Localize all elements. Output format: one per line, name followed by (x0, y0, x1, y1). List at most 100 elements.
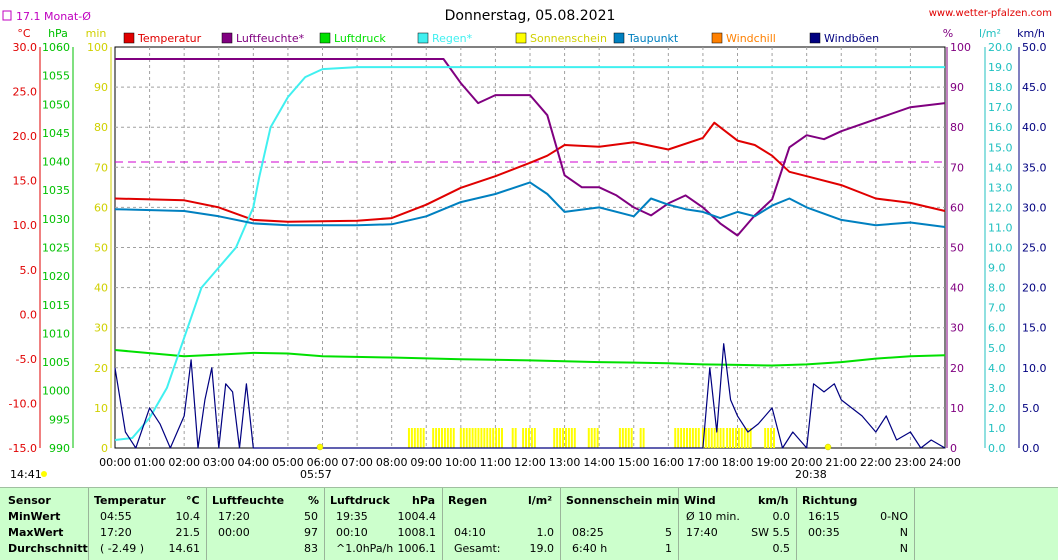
header-pressure: Luftdruck (330, 494, 390, 507)
x-tick-label: 19:00 (756, 456, 788, 469)
pressure-tick-label: 1045 (42, 127, 70, 140)
x-tick-label: 09:00 (410, 456, 442, 469)
axes: 00:00 01:00 02:00 03:00 04:00 05:00 06:00 07:00… (9, 41, 1047, 469)
legend-label: Luftdruck (334, 32, 386, 45)
series-lines (114, 58, 946, 449)
sunrise-time: 05:57 (300, 468, 332, 481)
col-divider (324, 488, 325, 560)
legend-swatch (221, 32, 233, 44)
stat-dir-time: 16:15 (808, 510, 840, 523)
temperature-tick-label: 0.0 (20, 308, 38, 321)
header-sunshine: Sonnenschein min (566, 494, 680, 507)
stat-sun-time: 08:25 (572, 526, 604, 539)
temperature-tick-label: 15.0 (13, 175, 38, 188)
series-line-taupunkt (114, 181, 946, 228)
stat-temp-value: 10.4 (175, 510, 201, 523)
stat-dir-value: N (899, 526, 908, 539)
stat-temp-value: 14.61 (168, 542, 201, 555)
rain-tick-label: 11.0 (988, 221, 1013, 234)
series-line-luftdruck (114, 349, 946, 367)
pressure-tick-label: 1025 (42, 242, 70, 255)
rain-tick-label: 10.0 (988, 242, 1013, 255)
header-wind: Wind (684, 494, 716, 507)
x-tick-label: 10:00 (445, 456, 477, 469)
rain-tick-label: 17.0 (988, 101, 1013, 114)
legend-label: Sonnenschein (530, 32, 607, 45)
x-tick-label: 03:00 (203, 456, 235, 469)
col-divider (206, 488, 207, 560)
pressure-tick-label: 1040 (42, 156, 70, 169)
stat-sun-time: 6:40 h (572, 542, 608, 555)
header-humidity-unit: % (308, 494, 320, 507)
stat-row-label: Durchschnitt (8, 542, 88, 555)
wind-tick-label: 30.0 (1022, 201, 1047, 214)
temperature-tick-label: 10.0 (13, 219, 38, 232)
rain-tick-label: 2.0 (988, 402, 1006, 415)
header-temperature-unit: °C (186, 494, 200, 507)
rain-tick-label: 1.0 (988, 422, 1006, 435)
rain-tick-label: 20.0 (988, 41, 1013, 54)
legend-swatch (417, 32, 429, 44)
series-line-regen- (114, 66, 945, 441)
x-tick-label: 16:00 (652, 456, 684, 469)
sunshine-tick-label: 60 (94, 201, 108, 214)
sunshine-bars (407, 428, 775, 448)
x-tick-label: 12:00 (514, 456, 546, 469)
pressure-tick-label: 1060 (42, 41, 70, 54)
stat-press-time: ^1.0hPa/h (336, 542, 394, 555)
current-time: 14:41 (10, 468, 42, 481)
sunrise-icon (316, 443, 324, 451)
humidity-tick-label: 10 (950, 402, 964, 415)
legend: Temperatur Luftfeuchte* Luftdruck Regen* Son… (123, 32, 879, 45)
pressure-tick-label: 1000 (42, 385, 70, 398)
site-link[interactable]: www.wetter-pfalzen.com (929, 8, 1052, 19)
pressure-tick-label: 1015 (42, 299, 70, 312)
temperature-tick-label: 25.0 (13, 86, 38, 99)
rain-tick-label: 0.0 (988, 442, 1006, 455)
stat-temp-time: 17:20 (100, 526, 132, 539)
stat-dir-value: 0-NO (880, 510, 908, 523)
wind-tick-label: 50.0 (1022, 41, 1047, 54)
stat-press-value: 1008.1 (397, 526, 437, 539)
stat-hum-value: 50 (304, 510, 318, 523)
sunshine-tick-label: 50 (94, 242, 108, 255)
stat-wind-value: SW 5.5 (751, 526, 790, 539)
stat-dir-time: 00:35 (808, 526, 840, 539)
temperature-tick-label: 5.0 (20, 264, 38, 277)
header-humidity: Luftfeuchte (212, 494, 285, 507)
x-tick-label: 11:00 (480, 456, 512, 469)
month-avg-label: 17.1 Monat-Ø (16, 10, 91, 23)
wind-tick-label: 25.0 (1022, 242, 1047, 255)
x-tick-label: 22:00 (860, 456, 892, 469)
stat-row-label: MaxWert (8, 526, 64, 539)
chart-title: Donnerstag, 05.08.2021 (445, 8, 616, 24)
sunset-time: 20:38 (795, 468, 827, 481)
unit-percent: % (943, 27, 953, 40)
col-divider (914, 488, 915, 560)
humidity-tick-label: 20 (950, 362, 964, 375)
stat-wind-value: 0.5 (772, 542, 791, 555)
sunshine-tick-label: 10 (94, 402, 108, 415)
stat-sun-value: 1 (665, 542, 672, 555)
wind-tick-label: 40.0 (1022, 121, 1047, 134)
header-direction: Richtung (802, 494, 858, 507)
stat-hum-time: 00:00 (218, 526, 250, 539)
unit-hpa: hPa (48, 27, 68, 40)
sunshine-tick-label: 0 (101, 442, 108, 455)
unit-min: min (86, 27, 107, 40)
humidity-tick-label: 80 (950, 121, 964, 134)
humidity-tick-label: 30 (950, 322, 964, 335)
stat-sun-value: 5 (665, 526, 672, 539)
rain-tick-label: 18.0 (988, 81, 1013, 94)
sunshine-tick-label: 90 (94, 81, 108, 94)
rain-tick-label: 16.0 (988, 121, 1013, 134)
wind-tick-label: 15.0 (1022, 322, 1047, 335)
legend-swatch (711, 32, 723, 44)
rain-tick-label: 3.0 (988, 382, 1006, 395)
x-tick-label: 24:00 (929, 456, 961, 469)
header-temperature: Temperatur (94, 494, 166, 507)
pressure-tick-label: 1055 (42, 70, 70, 83)
stat-rain-time: Gesamt: (454, 542, 501, 555)
x-tick-label: 15:00 (618, 456, 650, 469)
humidity-tick-label: 50 (950, 242, 964, 255)
